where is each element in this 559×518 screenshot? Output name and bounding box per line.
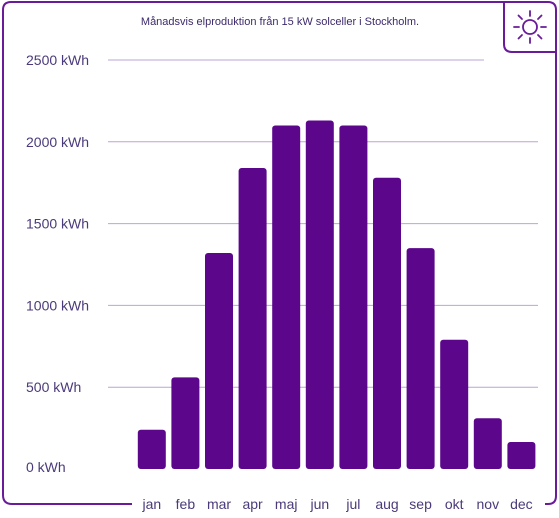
chart-frame-right [545, 52, 557, 505]
bar-nov [473, 418, 502, 469]
bar-feb [171, 377, 200, 469]
bar-mar [205, 253, 233, 469]
x-tick-aug: aug [375, 496, 398, 512]
bar-okt [440, 339, 469, 469]
sun-icon [513, 10, 547, 44]
x-axis: jan feb mar apr maj jun jul aug sep okt nov dec [141, 496, 532, 512]
x-tick-maj: maj [275, 496, 298, 512]
x-tick-sep: sep [409, 496, 432, 512]
x-tick-mar: mar [207, 496, 231, 512]
x-tick-dec: dec [510, 496, 533, 512]
x-tick-jan: jan [141, 496, 161, 512]
x-tick-feb: feb [176, 496, 196, 512]
chart-frame [2, 1, 503, 505]
y-axis: 0 kWh 500 kWh 1000 kWh 1500 kWh 2000 kWh 2500… [26, 52, 89, 475]
bar-jun [305, 120, 334, 470]
bar-apr [238, 167, 267, 469]
y-tick-label: 2000 kWh [26, 134, 89, 150]
x-tick-nov: nov [477, 496, 500, 512]
bar-maj [272, 125, 301, 469]
bar-jan [137, 429, 166, 469]
bar-dec [507, 442, 536, 469]
y-tick-label: 500 kWh [26, 379, 81, 395]
sun-badge [503, 1, 557, 53]
x-tick-okt: okt [445, 496, 464, 512]
x-tick-jun: jun [309, 496, 329, 512]
chart-title: Månadsvis elproduktion från 15 kW solcel… [141, 16, 419, 28]
bar-jul [339, 125, 368, 469]
bar-aug [373, 177, 401, 470]
x-tick-jul: jul [345, 496, 360, 512]
bars [137, 120, 536, 470]
y-tick-label: 2500 kWh [26, 52, 89, 68]
bar-sep [406, 248, 435, 469]
y-tick-label: 1500 kWh [26, 216, 89, 232]
y-tick-label: 0 kWh [26, 459, 66, 475]
x-tick-apr: apr [242, 496, 263, 512]
y-tick-label: 1000 kWh [26, 297, 89, 313]
